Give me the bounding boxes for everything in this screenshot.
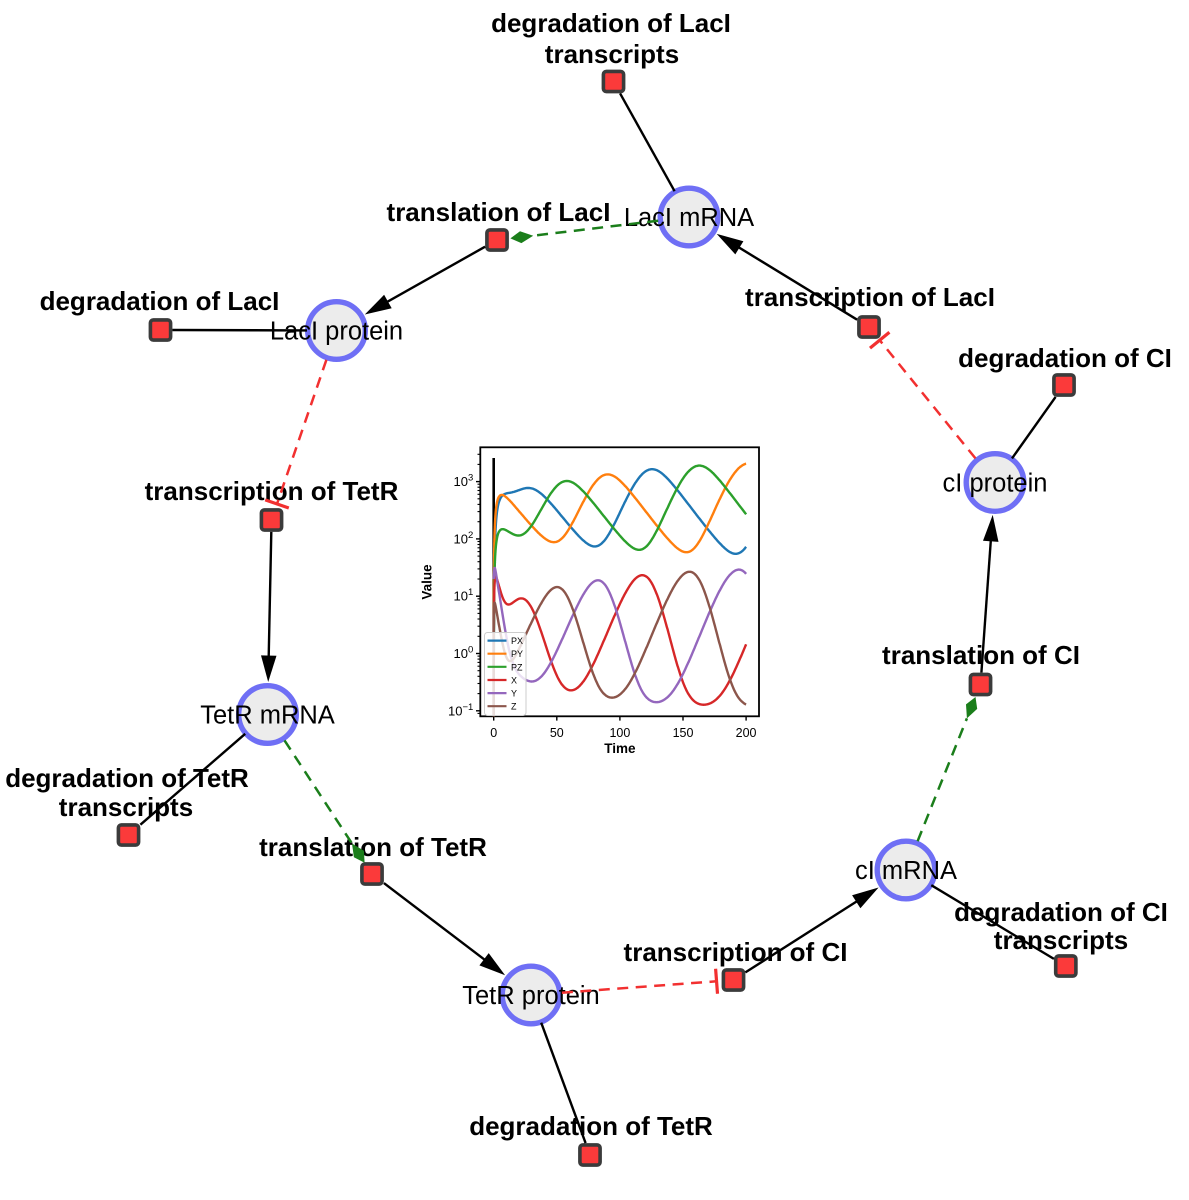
svg-text:cI protein: cI protein: [943, 470, 1048, 498]
svg-text:100: 100: [609, 726, 630, 740]
svg-text:PZ: PZ: [511, 662, 523, 672]
svg-text:translation of TetR: translation of TetR: [259, 832, 487, 862]
svg-text:Z: Z: [511, 702, 517, 712]
svg-text:X: X: [511, 676, 517, 686]
svg-text:degradation of TetR: degradation of TetR: [5, 763, 249, 793]
svg-text:Value: Value: [420, 564, 435, 600]
svg-text:PY: PY: [511, 649, 523, 659]
svg-text:150: 150: [673, 726, 694, 740]
svg-text:50: 50: [550, 726, 564, 740]
svg-text:transcription of LacI: transcription of LacI: [745, 282, 995, 312]
svg-text:Time: Time: [604, 741, 636, 756]
svg-text:transcripts: transcripts: [994, 925, 1128, 955]
svg-text:transcription of CI: transcription of CI: [624, 937, 848, 967]
svg-text:cI mRNA: cI mRNA: [855, 857, 957, 885]
svg-text:degradation of LacI: degradation of LacI: [491, 8, 731, 38]
svg-text:degradation of TetR: degradation of TetR: [469, 1111, 713, 1141]
svg-text:0: 0: [490, 726, 497, 740]
svg-text:degradation of CI: degradation of CI: [954, 897, 1168, 927]
svg-text:TetR mRNA: TetR mRNA: [200, 702, 335, 730]
svg-text:PX: PX: [511, 636, 523, 646]
svg-text:TetR protein: TetR protein: [462, 982, 600, 1010]
svg-text:degradation of LacI: degradation of LacI: [40, 286, 280, 316]
svg-text:200: 200: [736, 726, 757, 740]
svg-text:transcripts: transcripts: [545, 39, 679, 69]
svg-text:Y: Y: [511, 689, 517, 699]
svg-text:degradation of CI: degradation of CI: [958, 343, 1172, 373]
svg-text:LacI mRNA: LacI mRNA: [624, 204, 754, 232]
svg-text:translation of LacI: translation of LacI: [387, 197, 611, 227]
